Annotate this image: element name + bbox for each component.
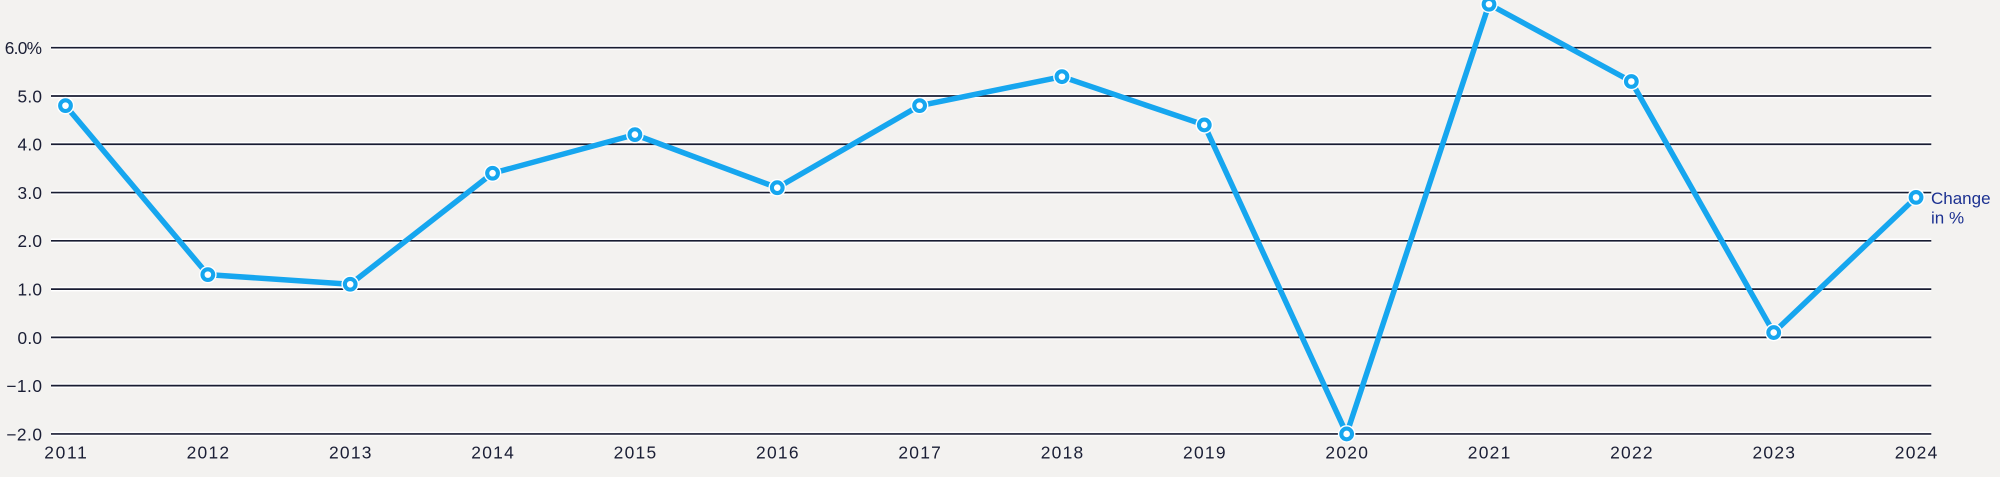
svg-text:2024: 2024 [1895, 442, 1938, 462]
svg-text:2023: 2023 [1752, 442, 1795, 462]
svg-text:2013: 2013 [329, 442, 372, 462]
svg-text:6.0%: 6.0% [5, 38, 42, 58]
svg-text:2012: 2012 [187, 442, 230, 462]
svg-text:−1.0: −1.0 [6, 376, 42, 396]
svg-text:1.0: 1.0 [18, 279, 43, 299]
svg-text:3.0: 3.0 [18, 183, 43, 203]
svg-text:2014: 2014 [471, 442, 514, 462]
svg-text:2017: 2017 [898, 442, 941, 462]
svg-text:−2.0: −2.0 [6, 424, 42, 444]
svg-text:5.0: 5.0 [18, 86, 43, 106]
svg-text:in %: in % [1931, 208, 1964, 227]
svg-text:2016: 2016 [756, 442, 799, 462]
svg-text:2015: 2015 [614, 442, 657, 462]
svg-text:2022: 2022 [1610, 442, 1653, 462]
svg-text:2018: 2018 [1041, 442, 1084, 462]
svg-text:2020: 2020 [1325, 442, 1368, 462]
svg-text:0.0: 0.0 [18, 328, 43, 348]
svg-text:2019: 2019 [1183, 442, 1226, 462]
svg-text:2.0: 2.0 [18, 231, 43, 251]
svg-text:Change: Change [1931, 189, 1991, 208]
svg-text:2021: 2021 [1468, 442, 1511, 462]
svg-text:4.0: 4.0 [18, 135, 43, 155]
